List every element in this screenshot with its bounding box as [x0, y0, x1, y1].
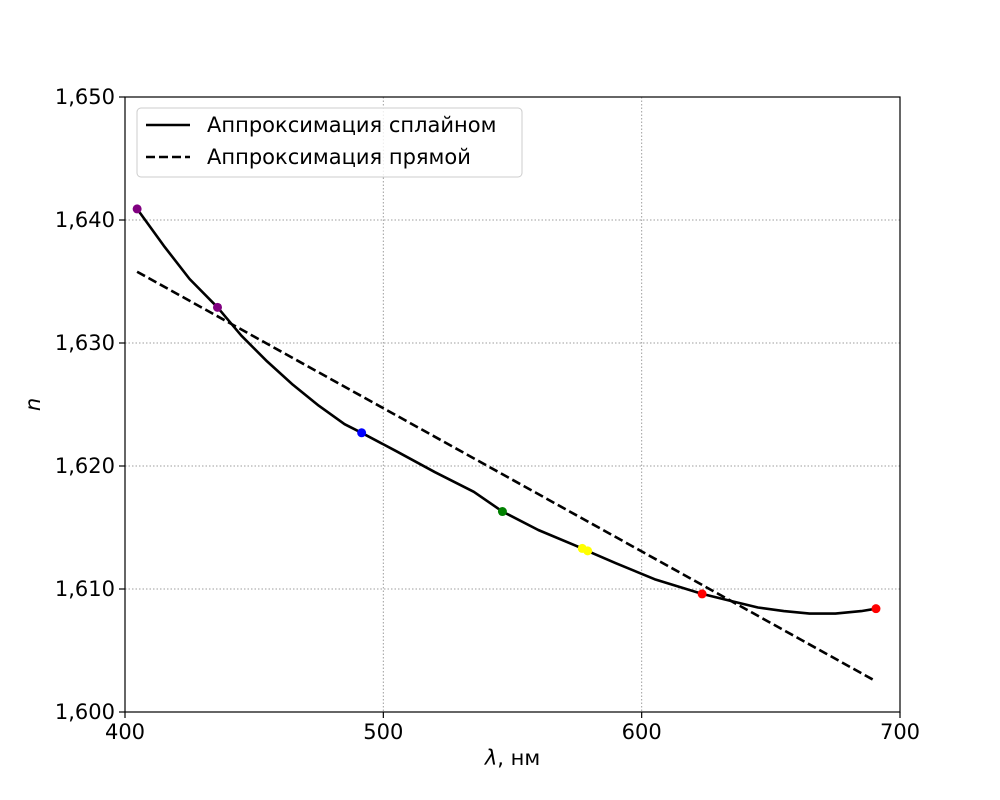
data-point: [871, 604, 881, 614]
y-tick-label: 1,640: [55, 208, 115, 232]
series-line-spline: [136, 208, 877, 615]
x-tick-label: 400: [105, 720, 145, 744]
legend: Аппроксимация сплайном Аппроксимация пря…: [136, 107, 523, 178]
x-axis-symbol: λ: [484, 746, 497, 770]
data-point: [212, 302, 222, 312]
data-markers: [132, 204, 881, 614]
y-tick-label: 1,620: [55, 454, 115, 478]
data-point: [697, 589, 707, 599]
x-tick-label: 500: [363, 720, 403, 744]
y-axis-label: n: [21, 398, 45, 411]
legend-label-linear: Аппроксимация прямой: [207, 145, 471, 169]
y-tick-label: 1,610: [55, 577, 115, 601]
x-axis-ticks: 400 500 600 700: [105, 712, 920, 744]
y-tick-label: 1,650: [55, 85, 115, 109]
y-tick-label: 1,630: [55, 331, 115, 355]
series-layer: [136, 208, 877, 683]
y-axis-ticks: 1,600 1,610 1,620 1,630 1,640 1,650: [55, 85, 125, 724]
data-point: [357, 428, 367, 438]
x-axis-unit: , нм: [497, 746, 540, 770]
x-tick-label: 700: [880, 720, 920, 744]
legend-label-spline: Аппроксимация сплайном: [207, 113, 496, 137]
legend-box: [136, 107, 523, 178]
data-point: [497, 507, 507, 517]
x-axis-label: λ, нм: [484, 746, 540, 770]
plot-frame: [124, 96, 901, 713]
series-line-linear: [136, 270, 877, 683]
grid: [125, 97, 900, 712]
data-point: [583, 546, 593, 556]
data-point: [132, 204, 142, 214]
x-tick-label: 600: [622, 720, 662, 744]
y-tick-label: 1,600: [55, 700, 115, 724]
